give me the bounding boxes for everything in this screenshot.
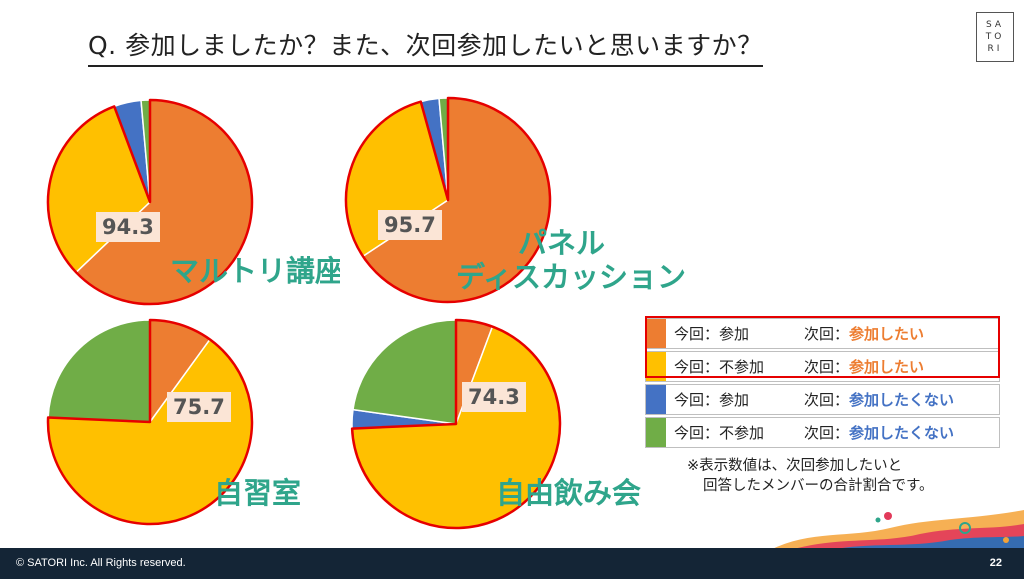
pie-value-panel: 95.7: [378, 210, 442, 240]
legend-next-value: 参加したい: [849, 325, 925, 343]
legend-next-value: 参加したくない: [849, 391, 955, 409]
legend-prev: 今回：不参加: [674, 358, 765, 376]
copyright: © SATORI Inc. All Rights reserved.: [16, 557, 186, 569]
pie-value-maltori: 94.3: [96, 212, 160, 242]
pie-label-panel-line2: ディスカッション: [456, 260, 686, 294]
legend-swatch: [646, 352, 666, 381]
pie-value-study-room: 75.7: [167, 392, 231, 422]
highlight-outline: [46, 98, 254, 306]
pie-label-maltori: マルトリ講座: [170, 254, 345, 288]
legend-swatch: [646, 385, 666, 414]
slice-absent-not: [352, 319, 457, 425]
slide-title: Q. 参加しましたか？また、次回参加したいと思いますか？: [88, 26, 763, 67]
legend-row: 今回：参加 次回： 参加したくない: [645, 384, 1000, 415]
legend-swatch: [646, 319, 666, 348]
legend-row: 今回：不参加 次回： 参加したくない: [645, 417, 1000, 448]
pie-svg: [46, 318, 254, 526]
legend-swatch: [646, 418, 666, 447]
legend-next-prefix: 次回：: [804, 358, 850, 376]
footnote: ※表示数値は、次回参加したいと 回答したメンバーの合計割合です。: [687, 456, 934, 496]
legend-next-value: 参加したくない: [849, 424, 955, 442]
pie-svg: [344, 96, 552, 304]
logo-line: SA: [985, 19, 1005, 30]
pie-value-drinking: 74.3: [462, 382, 526, 412]
pie-svg: [46, 98, 254, 306]
legend-next-prefix: 次回：: [804, 325, 850, 343]
footnote-line2: 回答したメンバーの合計割合です。: [703, 478, 934, 494]
pie-chart-drinking: [344, 314, 574, 544]
pie-chart-maltori: [40, 92, 260, 312]
legend-next-prefix: 次回：: [804, 391, 850, 409]
legend-prev: 今回：不参加: [674, 424, 765, 442]
footer-bar: © SATORI Inc. All Rights reserved. 22: [0, 548, 1024, 579]
logo-line: TO: [985, 31, 1005, 42]
satori-logo: SA TO RI: [976, 12, 1014, 62]
decorative-wave: [770, 510, 1024, 550]
slice-absent-not: [47, 319, 151, 423]
pie-svg: [350, 318, 562, 530]
legend-row: 今回：不参加 次回： 参加したい: [645, 351, 1000, 382]
highlight-outline: [350, 318, 562, 530]
footnote-line1: ※表示数値は、次回参加したいと: [687, 458, 903, 474]
pie-label-panel-line1: パネル: [518, 226, 606, 260]
legend-row: 今回：参加 次回： 参加したい: [645, 318, 1000, 349]
legend-prev: 今回：参加: [674, 391, 750, 409]
pie-chart-panel: [340, 92, 560, 312]
legend: 今回：参加 次回： 参加したい 今回：不参加 次回： 参加したい 今回：参加 次…: [645, 316, 1000, 448]
pie-label-study-room: 自習室: [214, 476, 302, 510]
logo-line: RI: [987, 43, 1003, 54]
page-number: 22: [989, 557, 1002, 569]
legend-next-value: 参加したい: [849, 358, 925, 376]
legend-prev: 今回：参加: [674, 325, 750, 343]
pie-chart-study-room: [40, 312, 270, 542]
highlight-outline: [344, 96, 552, 304]
pie-label-drinking: 自由飲み会: [496, 476, 642, 510]
legend-next-prefix: 次回：: [804, 424, 850, 442]
highlight-outline: [46, 318, 254, 526]
